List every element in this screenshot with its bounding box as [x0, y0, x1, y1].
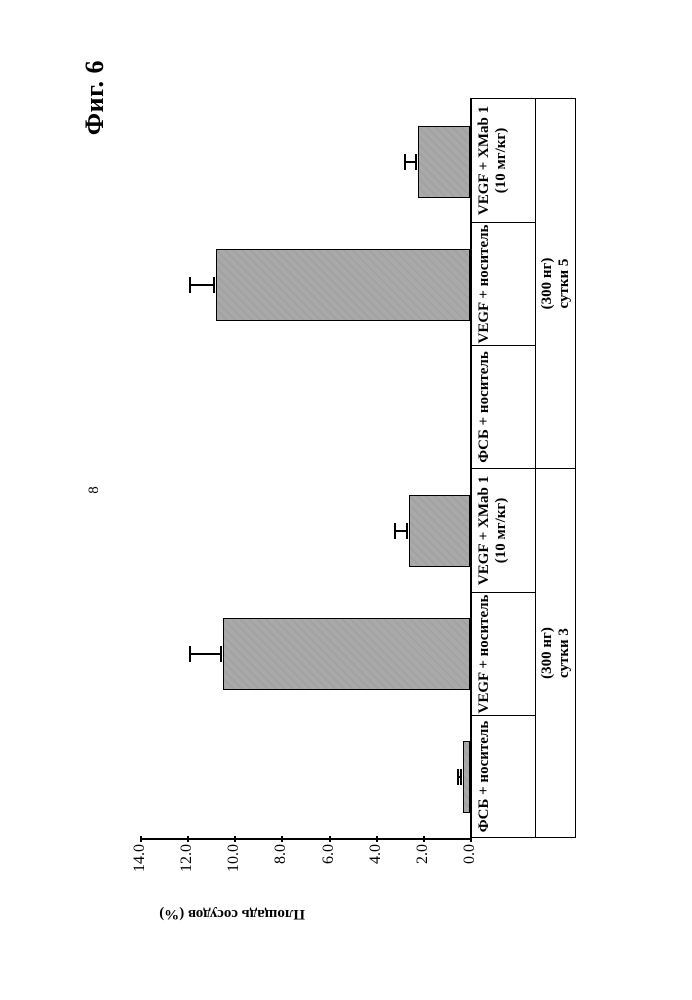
error-bar [394, 530, 408, 532]
bar [409, 495, 470, 567]
ytick: 6.0 [320, 844, 338, 888]
x-category: VEGF + XMab 1 (10 мг/кг) [472, 468, 536, 592]
figure-container: 8 Фиг. 6 Площадь сосудов (%) 0.0 2.0 4.0… [80, 50, 640, 930]
x-group-line2: сутки 3 [556, 628, 572, 678]
x-group-line1: (300 нг) [539, 627, 555, 679]
error-bar [457, 776, 462, 778]
x-group: (300 нг) сутки 5 [536, 98, 576, 468]
x-category: VEGF + носитель [472, 222, 536, 345]
bar [223, 618, 470, 690]
x-group-line1: (300 нг) [539, 258, 555, 310]
x-category: VEGF + носитель [472, 592, 536, 715]
ytick: 8.0 [272, 844, 290, 888]
figure-title: Фиг. 6 [80, 60, 110, 135]
x-group: (300 нг) сутки 3 [536, 468, 576, 838]
bar-chart: 0.0 2.0 4.0 6.0 8.0 10.0 12.0 14.0 ФСБ +… [140, 98, 472, 840]
ytick: 10.0 [225, 844, 243, 888]
ytick: 12.0 [178, 844, 196, 888]
error-bar [189, 653, 222, 655]
error-bar [404, 161, 417, 163]
bar [216, 249, 470, 321]
x-category: VEGF + XMab 1 (10 мг/кг) [472, 98, 536, 222]
x-category: ФСБ + носитель [472, 345, 536, 468]
ytick: 4.0 [367, 844, 385, 888]
bar [463, 741, 470, 813]
bar [418, 126, 470, 198]
y-axis-label: Площадь сосудов (%) [159, 905, 305, 922]
page-number: 8 [86, 486, 103, 494]
ytick: 14.0 [131, 844, 149, 888]
error-bar [189, 284, 215, 286]
ytick: 0.0 [461, 844, 479, 888]
ytick: 2.0 [414, 844, 432, 888]
x-group-line2: сутки 5 [556, 259, 572, 309]
x-category: ФСБ + носитель [472, 715, 536, 838]
